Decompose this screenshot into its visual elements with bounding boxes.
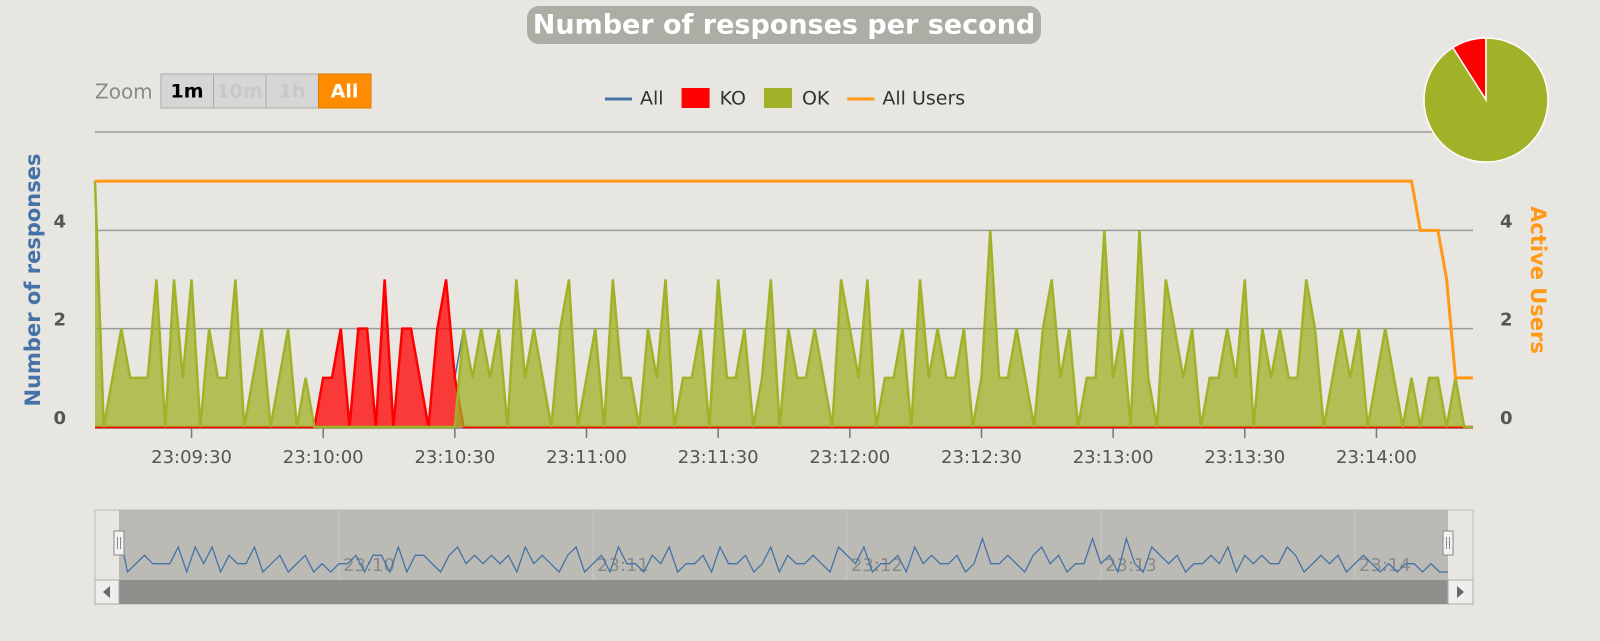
series-line <box>95 179 1473 380</box>
legend-label[interactable]: KO <box>720 88 746 110</box>
y2-tick-label: 2 <box>1500 310 1513 331</box>
navigator-tick-label: 23:10 <box>343 555 395 576</box>
x-tick-label: 23:09:30 <box>151 447 232 468</box>
zoom-button[interactable] <box>160 73 214 109</box>
area-fill <box>95 279 1473 427</box>
x-tick-label: 23:12:30 <box>941 447 1022 468</box>
navigator-line <box>118 530 1448 575</box>
x-tick-label: 23:13:00 <box>1073 447 1154 468</box>
scrollbar-thumb[interactable] <box>119 580 1448 604</box>
navigator-handle[interactable] <box>113 530 125 556</box>
zoom-button[interactable] <box>318 73 372 109</box>
y2-axis-title: Active Users <box>1526 206 1550 354</box>
navigator-tick-label: 23:13 <box>1105 555 1157 576</box>
x-tick-label: 23:11:00 <box>546 447 627 468</box>
legend-label[interactable]: All <box>640 88 664 110</box>
area-fill <box>95 181 1473 427</box>
y2-tick-label: 4 <box>1500 211 1513 232</box>
y-axis-title: Number of responses <box>21 154 45 407</box>
zoom-button-label: All <box>331 81 359 103</box>
navigator-selection[interactable] <box>119 510 1448 580</box>
pie-slice <box>1423 37 1549 163</box>
scroll-right-arrow <box>1457 586 1464 598</box>
zoom-label: Zoom <box>95 80 153 104</box>
x-tick-label: 23:11:30 <box>678 447 759 468</box>
zoom-button-label: 1h <box>279 81 306 103</box>
zoom-button-label: 1m <box>170 81 203 103</box>
legend-swatch[interactable] <box>763 88 792 108</box>
legend-label[interactable]: OK <box>802 88 830 110</box>
x-tick-label: 23:10:00 <box>283 447 364 468</box>
y2-tick-label: 0 <box>1500 408 1513 429</box>
x-tick-label: 23:10:30 <box>414 447 495 468</box>
scroll-left-arrow <box>103 586 110 598</box>
zoom-button-label: 10m <box>216 81 262 103</box>
chart-title: Number of responses per second <box>533 10 1036 41</box>
zoom-button[interactable] <box>213 73 267 109</box>
title-box <box>527 6 1041 44</box>
legend-label[interactable]: All Users <box>882 88 965 110</box>
x-tick-label: 23:13:30 <box>1204 447 1285 468</box>
area-line <box>93 181 1473 429</box>
scroll-right-button[interactable] <box>1447 579 1474 605</box>
y-tick-label: 2 <box>53 310 66 331</box>
x-tick-label: 23:12:00 <box>809 447 890 468</box>
x-tick-label: 23:14:00 <box>1336 447 1417 468</box>
zoom-button[interactable] <box>265 73 319 109</box>
navigator-handle[interactable] <box>1442 530 1454 556</box>
navigator-tick-label: 23:11 <box>597 555 649 576</box>
navigator-tick-label: 23:12 <box>851 555 903 576</box>
legend-swatch[interactable] <box>681 88 710 108</box>
y-tick-label: 0 <box>53 408 66 429</box>
y-tick-label: 4 <box>53 211 66 232</box>
